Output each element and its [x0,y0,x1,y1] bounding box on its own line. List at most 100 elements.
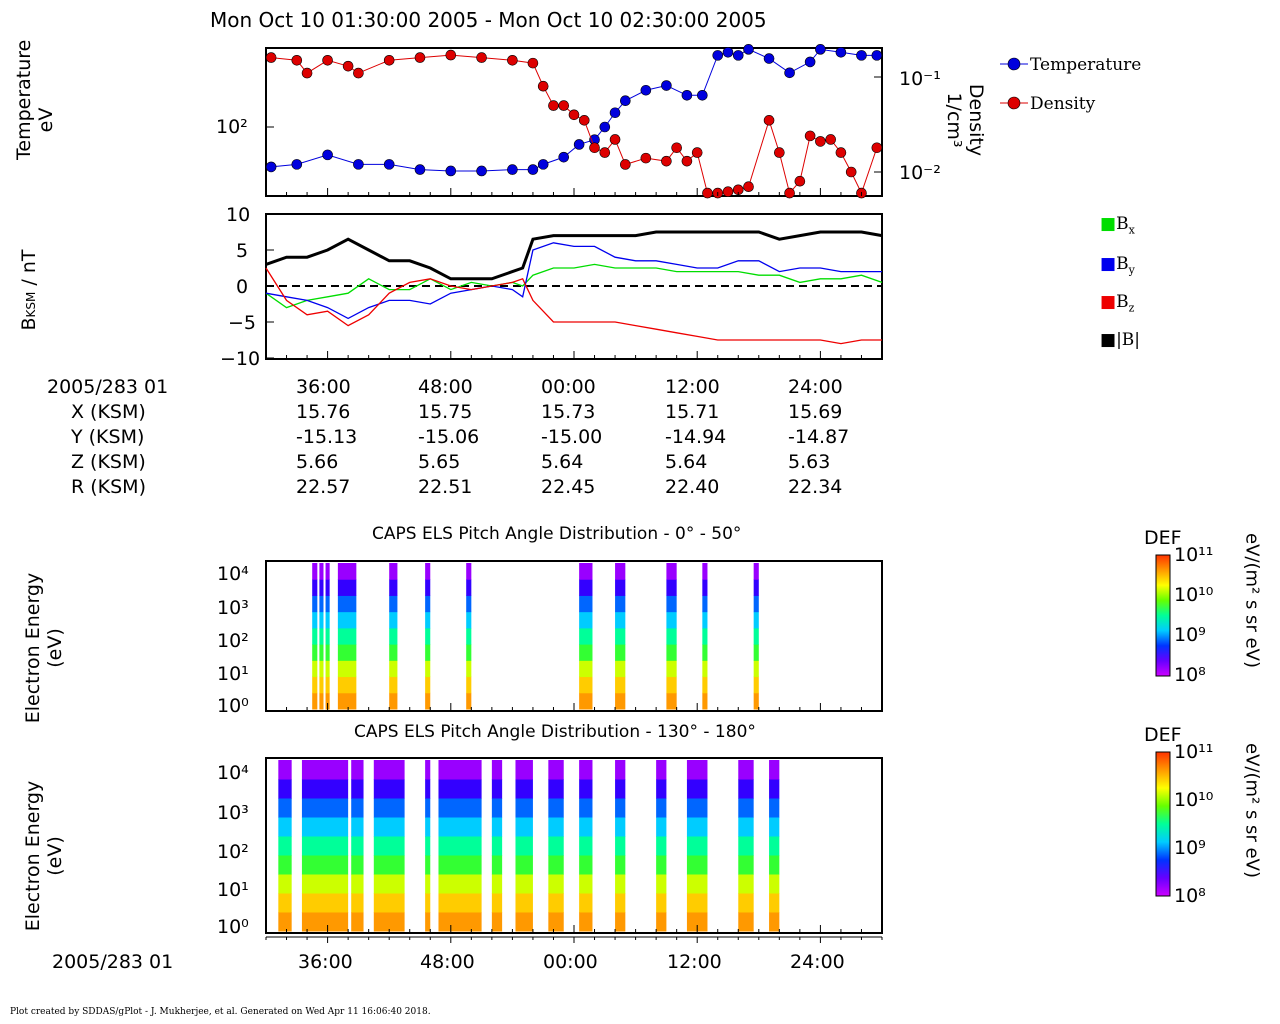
spectrogram-1-cell [579,644,593,661]
spectrogram-2-cell [278,855,292,875]
ephemeris-row-label: R (KSM) [71,476,146,498]
spectrogram-2-cell [579,874,593,894]
spectrogram-1-cell [325,692,330,710]
spectrogram-2-cell [615,874,626,894]
spectrogram-2-cell [425,836,431,856]
spectrogram-1-cell [312,611,318,629]
spectrogram-1-cell [312,644,318,661]
temperature-point [353,159,364,170]
spectrogram-1-cell [337,692,357,710]
ephemeris-value: 15.69 [788,401,843,423]
density-point [794,175,806,187]
density-point [825,134,836,145]
density-point [835,147,847,158]
spectrogram-2-cell [548,893,564,913]
spectrogram-2-cell [438,874,482,894]
spectrogram-2-cell [579,855,593,875]
temperature-point [507,164,518,175]
spectrogram-2-cell [656,912,667,932]
spectrogram-2-cell [548,817,564,837]
spectrogram-2-cell [579,817,593,837]
density-point [589,142,600,154]
spectrogram-1-cell [579,563,593,580]
spectrogram-2-cell [738,817,754,837]
spectrogram-2-cell [351,912,364,932]
spectrogram-2-cell [738,855,754,875]
spectrogram-1-cell [579,611,593,629]
spectrogram-2-cell [515,817,533,837]
spectrogram-2-cell [515,912,533,932]
ephemeris-value: -15.13 [296,426,358,448]
temperature-point [722,47,734,58]
temperature-point [527,164,539,175]
spectrogram-1-cell [325,660,330,678]
spectrogram-1-cell [312,595,318,613]
spectrogram-1-cell [425,660,431,678]
temperature-point [835,47,847,58]
spectrogram-2-cell [515,798,533,818]
spectrogram-2-cell [301,893,349,913]
spectrogram-1-cell [337,579,357,596]
spectrogram-2-cell [278,874,292,894]
spectrogram-1-title: CAPS ELS Pitch Angle Distribution - 0° -… [372,524,742,544]
spectrogram-2-cell [373,779,405,799]
spectrogram-2-cell [686,893,708,913]
density-point [568,109,580,121]
spectrogram-1-cell [425,644,431,661]
spectrogram-1-cell [466,611,472,629]
temperature-point [558,151,570,163]
spectrogram-1-cell [666,595,677,613]
spectrogram-2-cell [738,836,754,856]
density-point [342,60,354,72]
density-point [691,147,703,158]
page-title: Mon Oct 10 01:30:00 2005 - Mon Oct 10 02… [210,8,767,32]
spectrogram-2-cell [301,760,349,780]
temperature-point [322,149,333,161]
spectrogram-2-cell [579,798,593,818]
spectrogram-1-cell [325,563,330,580]
spectrogram-1-cell [425,579,431,596]
density-tick-label: 10⁻² [899,162,941,184]
temperature-point [732,50,744,61]
spectrogram-1-cell [389,676,398,694]
spectrogram-1-cell [389,627,398,645]
spectrogram-1-cell [425,692,431,710]
spectrogram-2-cell [686,836,708,856]
ephemeris-value: 15.71 [665,401,720,423]
spectrogram-1-cell [466,692,472,710]
density-point [353,67,364,79]
colorbar-tick: 10⁹ [1174,624,1206,646]
ephemeris-value: 15.75 [418,401,473,423]
spectrogram-2-cell [278,893,292,913]
spectrogram-2-cell [351,893,364,913]
spectrogram-1-cell [753,676,759,694]
spectrogram-2-cell [491,874,503,894]
colorbar-2 [1155,751,1171,897]
spectrogram-2-cell [373,893,405,913]
density-point [548,100,559,111]
density-point [609,134,621,145]
spectrogram-2-cell [425,855,431,875]
bottom-time-label: 12:00 [667,951,722,973]
spectrogram-2-cell [491,855,503,875]
spectrogram-2-cell [769,817,780,837]
b-tick-label: −5 [228,312,257,334]
spectrogram-2-cell [301,836,349,856]
spectrogram-2-cell [425,893,431,913]
spectrogram-1-cell [337,611,357,629]
b-tick-label: −10 [220,348,261,370]
b-series-By [265,242,882,320]
density-point [599,147,611,158]
spectrogram-1-cell [579,579,593,596]
spectrogram-1-cell [319,692,324,710]
spectrogram-2-cell [769,893,780,913]
spectrogram-2-cell [548,760,564,780]
spectrogram-2-cell [491,817,503,837]
spectrogram-2-cell [438,893,482,913]
legend-density: Density [1030,94,1096,114]
temperature-point [661,80,672,91]
temperature-point [291,159,303,170]
spectrogram-1-cell [325,611,330,629]
colorbar-tick: 10⁹ [1174,837,1206,859]
spectrogram-2-cell [615,836,626,856]
